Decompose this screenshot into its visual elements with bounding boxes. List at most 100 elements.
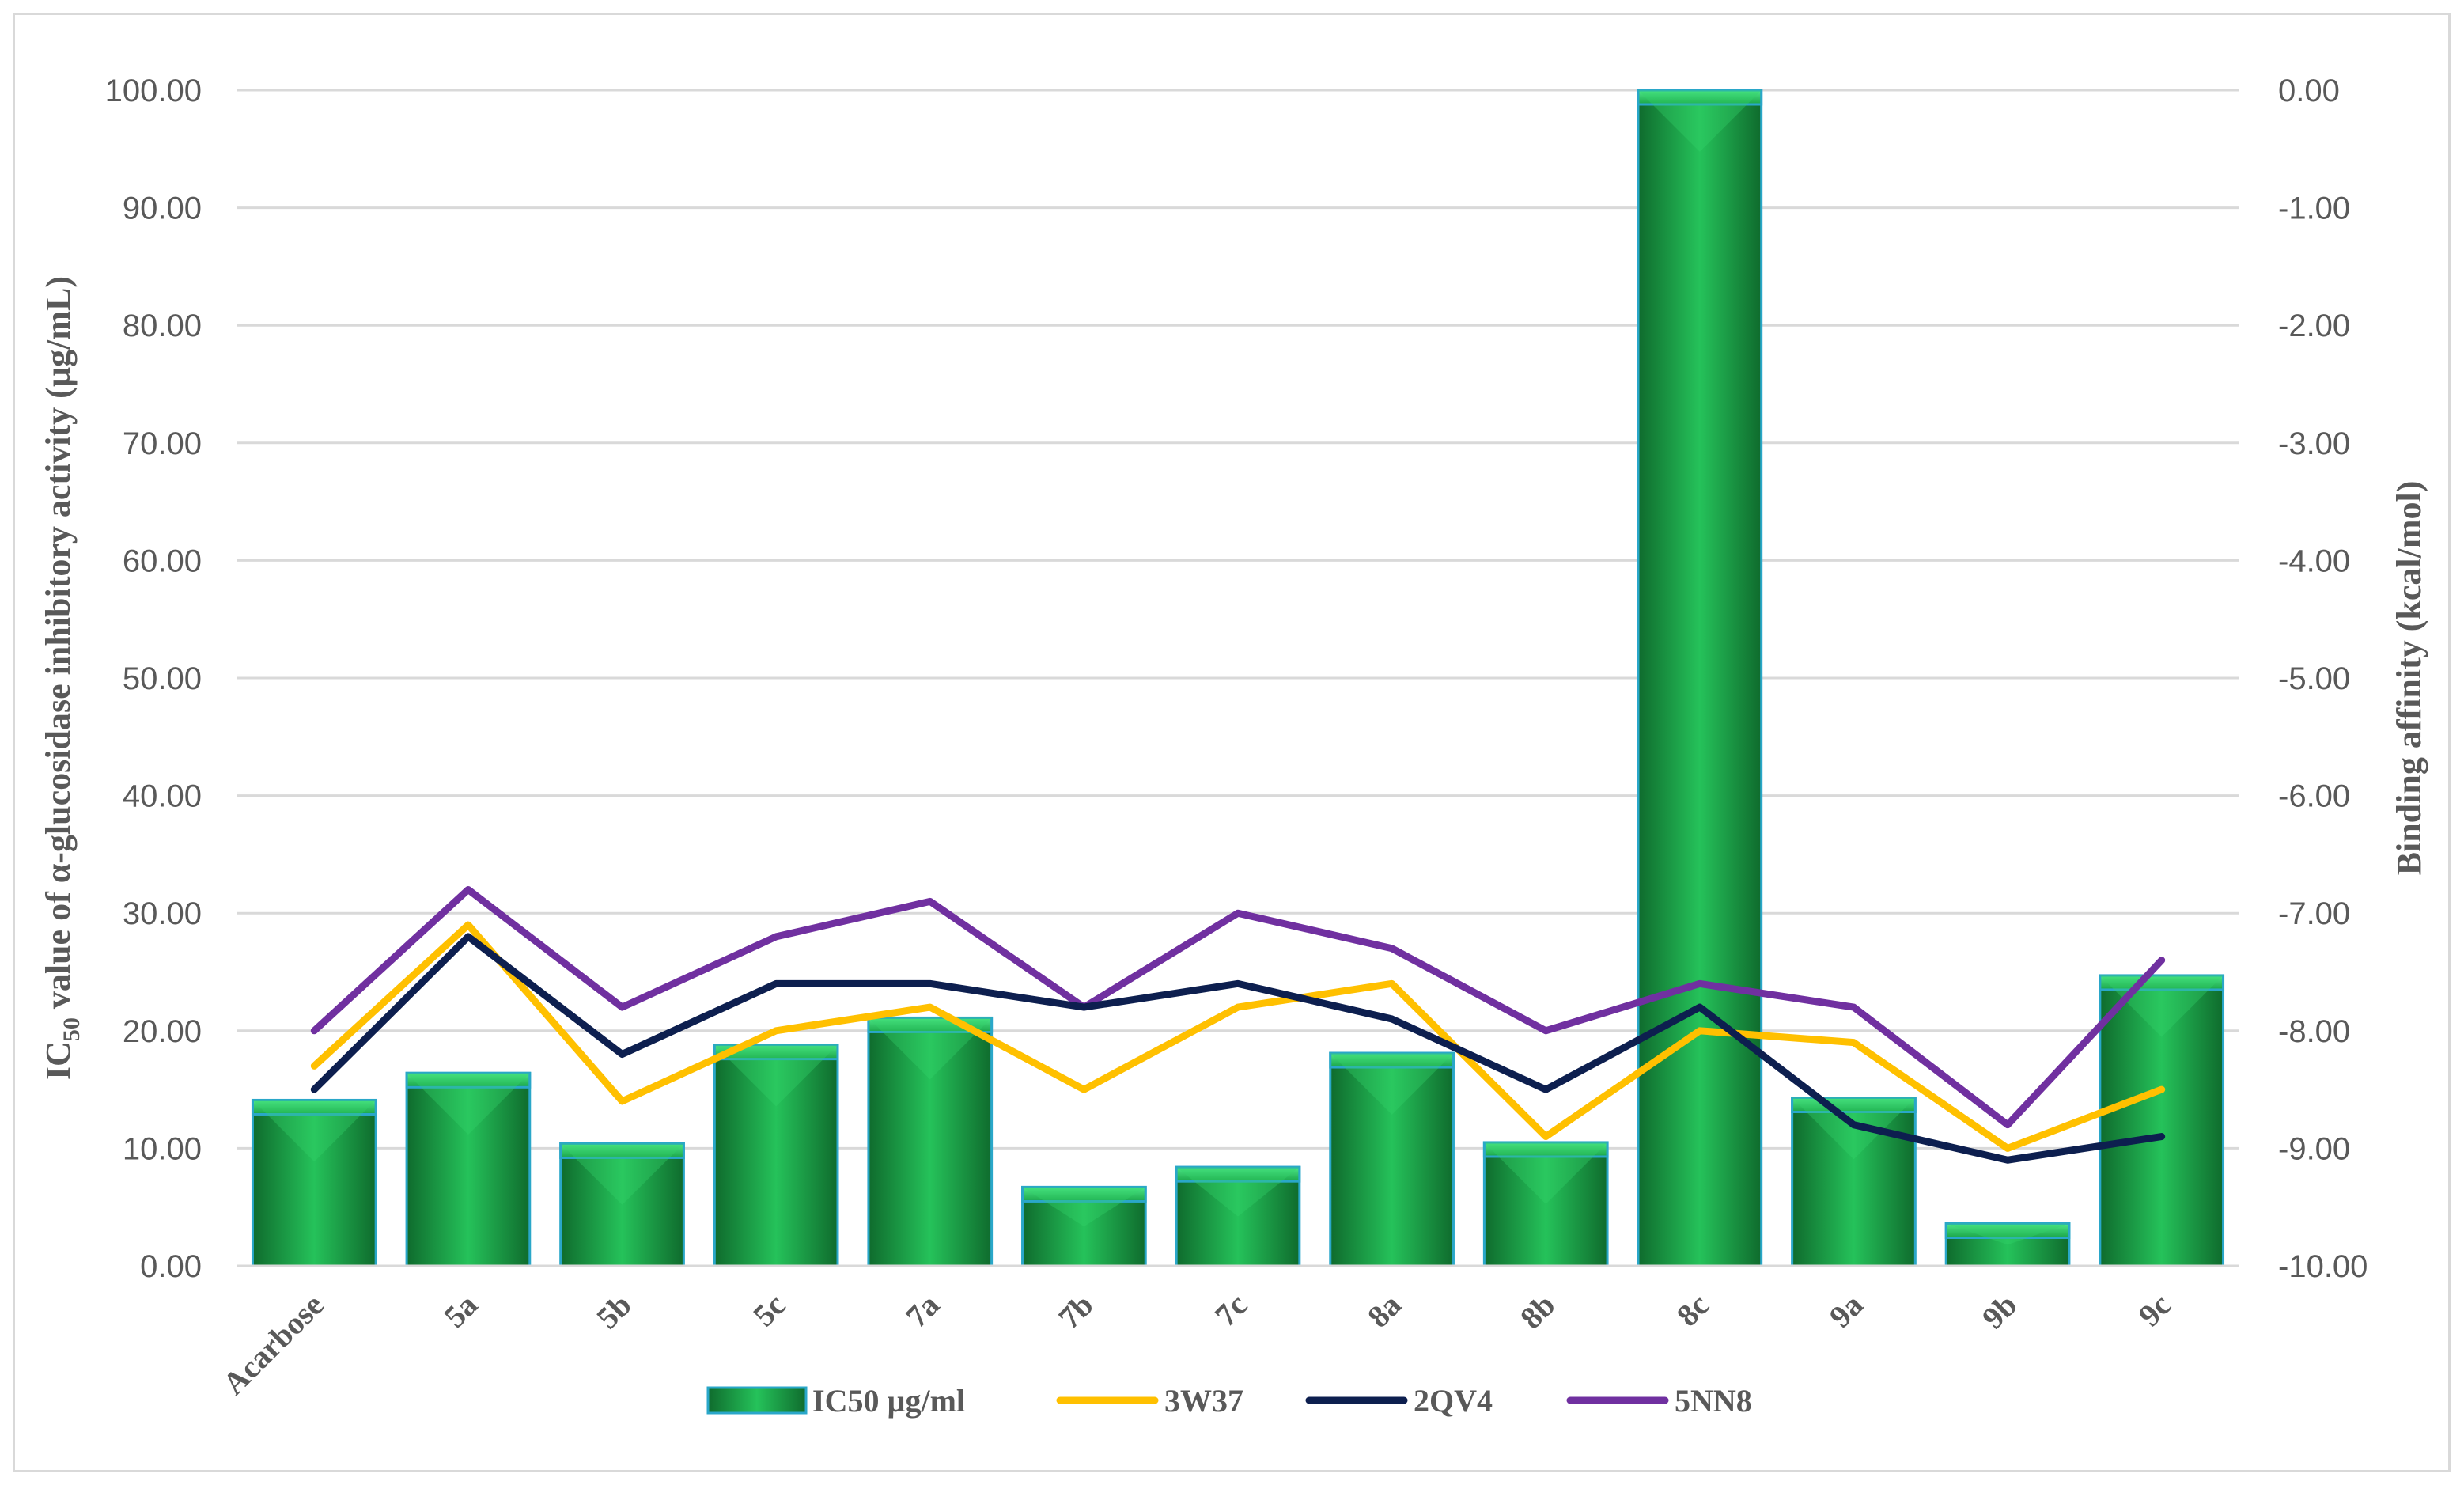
x-tick-label: 5c (746, 1287, 793, 1334)
y2-tick-label: -2.00 (2278, 309, 2350, 343)
y-axis-title-main: IC (39, 1041, 78, 1080)
legend-item: 5NN8 (1566, 1383, 1752, 1419)
x-tick-label: 9b (1975, 1287, 2024, 1336)
bar (2099, 974, 2225, 1267)
y-tick-label: 30.00 (123, 896, 202, 931)
bar-bevel (1792, 1097, 1916, 1160)
bar-cap (1637, 89, 1763, 106)
bar-body (713, 1044, 839, 1267)
y-tick-label: 10.00 (123, 1131, 202, 1166)
gridlines (237, 89, 2239, 1267)
y-tick-label: 20.00 (123, 1014, 202, 1049)
x-tick-label: 7a (899, 1287, 946, 1335)
bar (867, 1016, 994, 1267)
y2-tick-label: -1.00 (2278, 191, 2350, 226)
bar-body (1482, 1141, 1609, 1267)
bar (1175, 1165, 1301, 1267)
legend-item: 3W37 (1056, 1383, 1243, 1419)
x-tick-label: 8a (1361, 1287, 1408, 1335)
bar (1021, 1185, 1147, 1267)
y2-tick-label: -6.00 (2278, 779, 2350, 814)
x-tick-label: Acarbose (216, 1287, 331, 1402)
x-tick-label: 9a (1822, 1287, 1870, 1335)
bar (1791, 1097, 1917, 1267)
y-tick-label: 70.00 (123, 426, 202, 461)
bar (1944, 1222, 2071, 1267)
bar-bevel (1946, 1223, 2069, 1245)
y-axis-title: IC50 value of α-glucosidase inhibitory a… (39, 276, 85, 1080)
bar (713, 1044, 839, 1267)
y-tick-label: 60.00 (123, 544, 202, 578)
y2-tick-label: -3.00 (2278, 426, 2350, 461)
line-series (310, 885, 2166, 1164)
bar-bevel (252, 1100, 377, 1162)
bar-cap (559, 1142, 685, 1159)
bar-cap (251, 1098, 377, 1116)
x-tick-label: 5b (589, 1287, 638, 1336)
bar-bevel (1022, 1187, 1146, 1227)
bar-bevel (1484, 1142, 1608, 1204)
legend-label: 3W37 (1164, 1383, 1243, 1419)
bar (405, 1071, 532, 1267)
bar-bevel (1638, 90, 1762, 152)
bar-body (1637, 89, 1763, 1267)
bar (1329, 1051, 1455, 1267)
y2-tick-label: 0.00 (2278, 74, 2340, 108)
y2-tick-label: -9.00 (2278, 1131, 2350, 1166)
bar-body (559, 1142, 685, 1267)
bar-cap (1329, 1051, 1455, 1069)
bar-body (251, 1098, 377, 1267)
y2-tick-label: -4.00 (2278, 544, 2350, 578)
bar (1482, 1141, 1609, 1267)
y-axis-title-rest: value of α-glucosidase inhibitory activi… (39, 276, 78, 1017)
legend-label: 5NN8 (1675, 1383, 1752, 1419)
bar-bevel (1330, 1053, 1454, 1115)
y-tick-label: 80.00 (123, 309, 202, 343)
y-axis-title-sub: 50 (59, 1017, 85, 1041)
bar-cap (2099, 974, 2225, 991)
legend-label: 2QV4 (1414, 1383, 1493, 1419)
legend-label: IC50 µg/ml (812, 1383, 965, 1419)
x-tick-label: 8c (1670, 1287, 1716, 1334)
y-tick-label: 0.00 (140, 1249, 202, 1284)
x-tick-label: 7b (1051, 1287, 1100, 1336)
bar (559, 1142, 685, 1267)
bar-bevel (714, 1044, 838, 1107)
legend: IC50 µg/ml 3W37 2QV4 5NN8 (706, 1383, 1752, 1419)
series-line-2qv4 (310, 933, 2166, 1164)
y2-tick-label: -8.00 (2278, 1014, 2350, 1049)
bar-bevel (868, 1017, 992, 1080)
series-line-5nn8 (310, 885, 2166, 1129)
y-tick-label: 100.00 (105, 74, 202, 108)
legend-swatch (706, 1386, 808, 1415)
x-tick-label: 9c (2132, 1287, 2178, 1334)
y2-axis-title: Binding affinity (kcal/mol) (2390, 481, 2428, 876)
x-tick-label: 8b (1513, 1287, 1562, 1336)
bar-cap (1175, 1165, 1301, 1183)
y-tick-label: 90.00 (123, 191, 202, 226)
series-line-3w37 (310, 921, 2166, 1152)
bar-bevel (1176, 1167, 1300, 1217)
bar-bevel (560, 1143, 684, 1205)
legend-item: IC50 µg/ml (706, 1383, 965, 1419)
y2-tick-label: -10.00 (2278, 1249, 2367, 1284)
y-tick-label: 40.00 (123, 779, 202, 814)
bar-cap (1944, 1222, 2071, 1240)
bar-cap (1482, 1141, 1609, 1158)
bar-cap (405, 1071, 532, 1089)
bar-body (405, 1071, 532, 1267)
x-tick-label: 7c (1208, 1287, 1255, 1334)
y2-tick-label: -5.00 (2278, 661, 2350, 696)
y-tick-label: 50.00 (123, 661, 202, 696)
bar-body (1175, 1165, 1301, 1267)
legend-item: 2QV4 (1305, 1383, 1493, 1419)
bar-bevel (407, 1073, 530, 1135)
bar-cap (1021, 1185, 1147, 1203)
bar-body (1329, 1051, 1455, 1267)
bar (1637, 89, 1763, 1267)
bar (251, 1098, 377, 1267)
bar-body (867, 1016, 994, 1267)
y2-tick-label: -7.00 (2278, 896, 2350, 931)
x-tick-label: 5a (437, 1287, 484, 1335)
